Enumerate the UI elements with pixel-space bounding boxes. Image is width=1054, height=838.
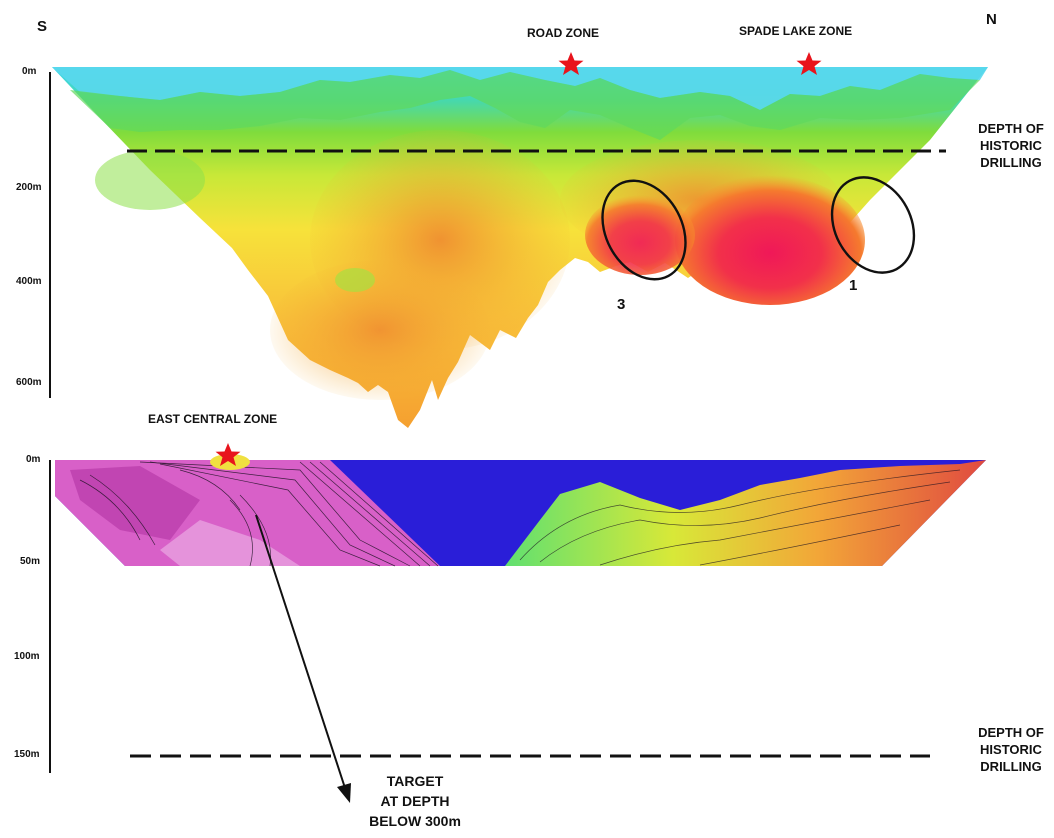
target-ellipse-3 — [601, 179, 687, 281]
top-depth-label-200: 200m — [16, 182, 42, 193]
road-zone-label: ROAD ZONE — [527, 26, 599, 40]
spade-lake-zone-label: SPADE LAKE ZONE — [739, 24, 853, 38]
green-band — [70, 70, 980, 140]
top-resistivity-section — [52, 67, 988, 428]
bottom-depth-label-50: 50m — [20, 556, 41, 567]
bottom-resistivity-section — [55, 454, 986, 567]
bottom-depth-label-0: 0m — [26, 454, 41, 465]
target-arrow-head — [337, 783, 351, 803]
bottom-depth-label-100: 100m — [14, 651, 40, 662]
pink-light — [160, 520, 300, 566]
road-zone-star — [558, 52, 584, 75]
top-historic-drilling-label: DEPTH OF HISTORIC DRILLING — [978, 121, 1044, 170]
bottom-historic-drilling-label: DEPTH OF HISTORIC DRILLING — [978, 725, 1044, 774]
east-contours — [519, 469, 961, 566]
target-ellipse-1 — [830, 176, 916, 274]
cyan-band — [52, 67, 988, 110]
green-patch-mid — [335, 268, 375, 292]
top-depth-label-400: 400m — [16, 276, 42, 287]
bottom-depth-label-150: 150m — [14, 749, 40, 760]
hot-anomaly-north — [675, 175, 865, 305]
hot-anomaly-3 — [585, 195, 695, 275]
target-arrow-line — [255, 514, 346, 789]
target-number-1: 1 — [849, 277, 858, 294]
green-patch-west — [95, 150, 205, 210]
magenta-dark — [70, 466, 200, 540]
top-depth-label-600: 600m — [16, 377, 42, 388]
top-depth-label-0: 0m — [22, 66, 37, 77]
east-central-zone-label: EAST CENTRAL ZONE — [148, 412, 278, 426]
east-central-zone-star — [215, 443, 241, 466]
south-label: S — [37, 18, 48, 35]
spade-lake-zone-star — [796, 52, 822, 75]
orange-core-mid — [270, 260, 490, 400]
target-at-depth-label: TARGET AT DEPTH BELOW 300m — [369, 773, 461, 829]
north-label: N — [986, 11, 997, 28]
target-number-3: 3 — [617, 296, 626, 313]
east-anomaly — [505, 460, 986, 566]
